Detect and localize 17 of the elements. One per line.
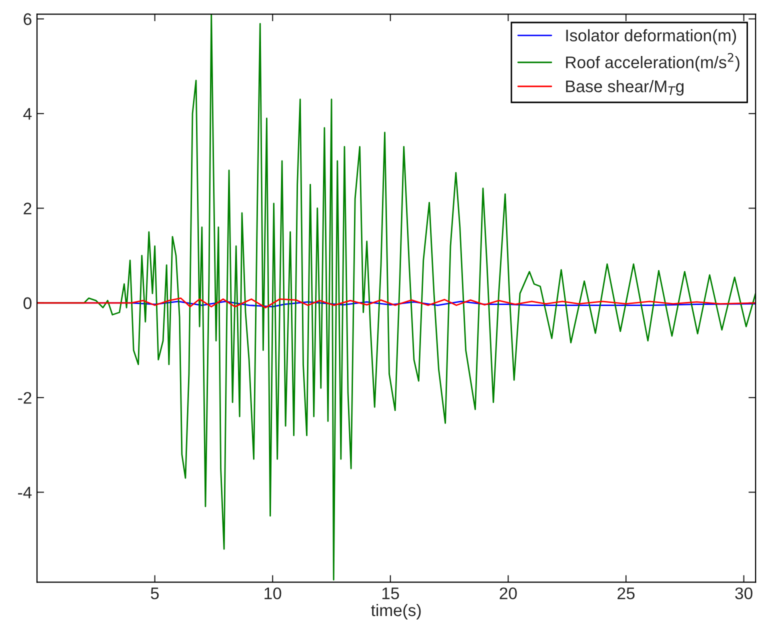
x-tick-label: 20	[500, 587, 517, 600]
y-tick-label: 6	[24, 13, 32, 26]
y-tick-label: -4	[18, 486, 32, 498]
y-tick-label: 2	[24, 202, 32, 214]
x-tick-label: 5	[150, 588, 159, 600]
x-tick-label: 25	[618, 587, 635, 600]
x-tick-label: 30	[735, 587, 752, 600]
y-tick-label: 0	[24, 297, 32, 310]
x-tick-label: 15	[382, 588, 399, 600]
line-series	[37, 297, 756, 308]
legend-label: Roof acceleration(m/s$^{2}$)	[566, 53, 740, 72]
legend-label: Isolator deformation(m)	[566, 29, 736, 45]
x-axis-title: time(s)	[371, 604, 421, 620]
x-tick-label: 10	[264, 587, 282, 600]
legend-label: Base shear/M$_{T}$g	[566, 80, 684, 96]
y-tick-label: -2	[18, 392, 32, 404]
y-tick-label: 4	[23, 108, 32, 120]
